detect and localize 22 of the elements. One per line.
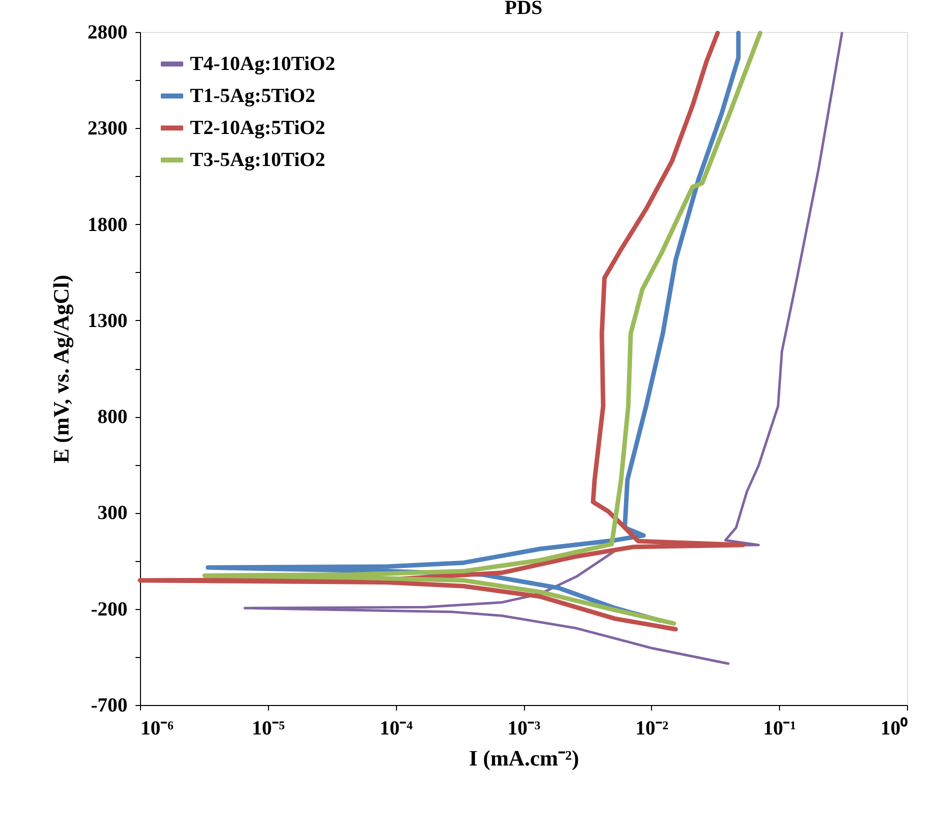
legend-label: T1-5Ag:5TiO2 bbox=[190, 85, 316, 107]
legend-label: T3-5Ag:10TiO2 bbox=[190, 149, 326, 171]
x-axis-title: I (mA.cm⁻²) bbox=[468, 746, 580, 770]
x-tick-label: 10⁻³ bbox=[508, 718, 540, 740]
y-tick-label: 300 bbox=[98, 502, 128, 524]
y-tick-label: 1800 bbox=[88, 214, 128, 236]
x-tick-label: 10⁰ bbox=[880, 716, 908, 740]
y-tick-label: 800 bbox=[98, 406, 128, 428]
y-tick-label: -700 bbox=[90, 694, 128, 716]
x-tick-label: 10⁻² bbox=[635, 718, 668, 740]
y-tick-label: -200 bbox=[90, 598, 128, 620]
chart-title: PDS bbox=[504, 0, 542, 19]
x-tick-label: 10⁻¹ bbox=[763, 718, 796, 740]
x-tick-label: 10⁻⁶ bbox=[140, 718, 174, 740]
x-tick-label: 10⁻⁵ bbox=[252, 718, 285, 740]
y-tick-label: 2300 bbox=[88, 118, 128, 140]
x-tick-label: 10⁻⁴ bbox=[380, 718, 413, 740]
legend-label: T2-10Ag:5TiO2 bbox=[190, 117, 326, 139]
y-tick-label: 2800 bbox=[88, 22, 128, 44]
legend-label: T4-10Ag:10TiO2 bbox=[190, 53, 336, 75]
y-axis-title: E (mV, vs. Ag/AgCl) bbox=[48, 274, 74, 464]
y-tick-label: 1300 bbox=[88, 310, 128, 332]
